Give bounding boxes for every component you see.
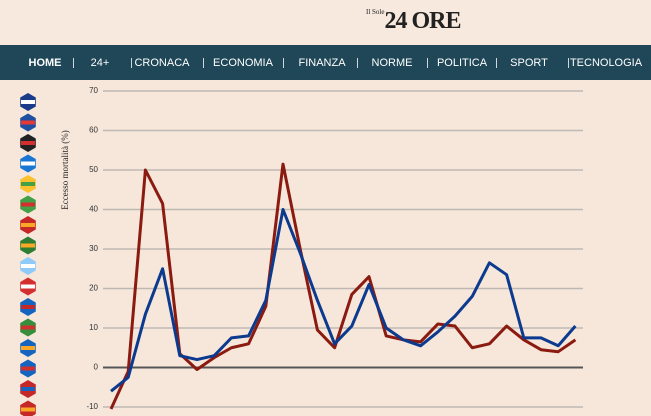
logo[interactable]: Il Sole24 ORE <box>366 8 462 35</box>
y-axis-label: Eccesso mortalità (%) <box>60 130 70 209</box>
nav-separator <box>282 58 284 68</box>
nav-bar: HOME 24+ CRONACA ECONOMIA FINANZA NORME POLITI… <box>0 45 651 80</box>
flag-stripe <box>21 161 35 166</box>
nav-separator <box>427 58 428 68</box>
nav-item[interactable]: NORME <box>371 57 413 69</box>
logo-text: 24 ORE <box>384 8 461 34</box>
nav-separator <box>357 58 358 68</box>
flag-stripe <box>21 407 35 412</box>
flag-stripe <box>21 346 35 350</box>
flag-stripe <box>21 202 35 207</box>
y-tick-label: 70 <box>89 86 98 95</box>
y-tick-label: 40 <box>89 205 98 214</box>
nav-item[interactable]: CRONACA <box>134 57 190 69</box>
flag-stripe <box>21 305 35 309</box>
nav-separator <box>495 58 497 68</box>
nav-item[interactable]: FINANZA <box>298 57 346 69</box>
flag-stripe <box>21 120 35 125</box>
nav-item[interactable]: TECNOLOGIA <box>569 57 643 69</box>
nav-separator <box>567 58 569 68</box>
y-tick-label: 60 <box>89 126 98 135</box>
flag-stripe <box>21 325 35 330</box>
y-tick-label: 20 <box>89 284 98 293</box>
nav-item[interactable]: HOME <box>28 57 62 69</box>
y-tick-label: 0 <box>94 363 99 372</box>
flag-stripe <box>21 387 35 391</box>
nav-item[interactable]: POLITICA <box>436 57 488 69</box>
flag-stripe <box>21 366 35 371</box>
y-tick-label: 10 <box>89 323 98 332</box>
chart: -10 0 10 20 30 40 50 60 70 Eccesso mortalità (%) <box>20 86 583 416</box>
nav-separator <box>202 58 204 68</box>
flag-stripe <box>21 100 35 104</box>
nav-separator <box>72 58 74 68</box>
logo-small: Il Sole <box>366 8 385 16</box>
flag-stripe <box>21 141 35 145</box>
flag-stripe <box>21 223 35 227</box>
nav-item[interactable]: SPORT <box>510 57 548 69</box>
flag-stripe <box>21 284 35 289</box>
top-bar: Il Sole24 ORE <box>0 0 651 45</box>
line-series <box>110 208 577 393</box>
flag-stripe <box>21 264 35 268</box>
line-series <box>109 162 577 410</box>
nav-separator <box>131 58 132 68</box>
y-tick-label: 30 <box>89 244 98 253</box>
nav-item[interactable]: ECONOMIA <box>213 57 273 69</box>
y-tick-label: -10 <box>86 402 98 411</box>
flag-stripe <box>21 182 35 186</box>
y-tick-label: 50 <box>89 165 98 174</box>
flag-stripe <box>21 243 35 248</box>
nav-item[interactable]: 24+ <box>90 57 110 69</box>
